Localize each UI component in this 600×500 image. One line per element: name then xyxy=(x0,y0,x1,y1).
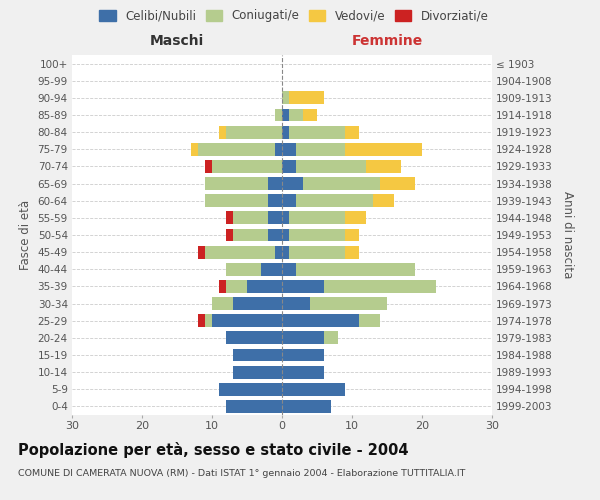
Bar xyxy=(205,177,268,190)
Bar xyxy=(380,177,415,190)
Bar xyxy=(345,228,359,241)
Bar xyxy=(205,314,212,327)
Bar xyxy=(282,332,324,344)
Bar xyxy=(282,348,324,362)
Bar xyxy=(275,108,282,122)
Bar xyxy=(324,280,436,293)
Bar xyxy=(282,366,324,378)
Bar xyxy=(226,126,282,138)
Bar xyxy=(296,143,345,156)
Bar xyxy=(345,212,366,224)
Bar xyxy=(191,143,198,156)
Bar xyxy=(226,332,282,344)
Bar xyxy=(282,228,289,241)
Bar xyxy=(212,314,282,327)
Bar xyxy=(205,160,212,173)
Bar xyxy=(296,194,373,207)
Bar xyxy=(282,212,289,224)
Bar xyxy=(233,212,268,224)
Bar xyxy=(247,280,282,293)
Bar xyxy=(205,246,275,258)
Text: COMUNE DI CAMERATA NUOVA (RM) - Dati ISTAT 1° gennaio 2004 - Elaborazione TUTTIT: COMUNE DI CAMERATA NUOVA (RM) - Dati IST… xyxy=(18,468,466,477)
Bar xyxy=(345,126,359,138)
Bar xyxy=(275,143,282,156)
Bar xyxy=(289,246,345,258)
Bar xyxy=(345,143,422,156)
Bar xyxy=(268,194,282,207)
Bar xyxy=(268,212,282,224)
Bar xyxy=(282,263,296,276)
Bar xyxy=(282,126,289,138)
Bar xyxy=(359,314,380,327)
Bar xyxy=(282,246,289,258)
Bar xyxy=(282,160,296,173)
Y-axis label: Fasce di età: Fasce di età xyxy=(19,200,32,270)
Bar xyxy=(289,228,345,241)
Text: Femmine: Femmine xyxy=(352,34,422,48)
Bar xyxy=(233,297,282,310)
Bar xyxy=(282,194,296,207)
Bar xyxy=(268,228,282,241)
Bar xyxy=(296,263,415,276)
Bar xyxy=(219,126,226,138)
Bar xyxy=(282,314,359,327)
Bar xyxy=(233,366,282,378)
Bar xyxy=(198,143,275,156)
Text: Popolazione per età, sesso e stato civile - 2004: Popolazione per età, sesso e stato civil… xyxy=(18,442,409,458)
Bar xyxy=(226,212,233,224)
Bar xyxy=(282,280,324,293)
Bar xyxy=(373,194,394,207)
Bar xyxy=(268,177,282,190)
Legend: Celibi/Nubili, Coniugati/e, Vedovi/e, Divorziati/e: Celibi/Nubili, Coniugati/e, Vedovi/e, Di… xyxy=(95,6,493,26)
Bar xyxy=(303,108,317,122)
Bar xyxy=(366,160,401,173)
Bar xyxy=(226,280,247,293)
Bar xyxy=(198,314,205,327)
Bar xyxy=(345,246,359,258)
Bar xyxy=(219,383,282,396)
Bar xyxy=(324,332,338,344)
Bar xyxy=(205,194,268,207)
Bar xyxy=(282,108,289,122)
Bar xyxy=(289,92,324,104)
Bar xyxy=(303,177,380,190)
Bar xyxy=(296,160,366,173)
Bar xyxy=(212,160,282,173)
Bar xyxy=(233,228,268,241)
Bar xyxy=(226,263,261,276)
Bar xyxy=(289,126,345,138)
Bar xyxy=(282,177,303,190)
Text: Maschi: Maschi xyxy=(150,34,204,48)
Bar xyxy=(233,348,282,362)
Bar xyxy=(219,280,226,293)
Bar xyxy=(275,246,282,258)
Bar xyxy=(289,212,345,224)
Bar xyxy=(212,297,233,310)
Bar xyxy=(289,108,303,122)
Bar xyxy=(282,143,296,156)
Bar xyxy=(282,383,345,396)
Bar xyxy=(226,400,282,413)
Bar xyxy=(282,297,310,310)
Y-axis label: Anni di nascita: Anni di nascita xyxy=(561,192,574,278)
Bar xyxy=(198,246,205,258)
Bar xyxy=(226,228,233,241)
Bar xyxy=(261,263,282,276)
Bar xyxy=(310,297,387,310)
Bar xyxy=(282,92,289,104)
Bar xyxy=(282,400,331,413)
